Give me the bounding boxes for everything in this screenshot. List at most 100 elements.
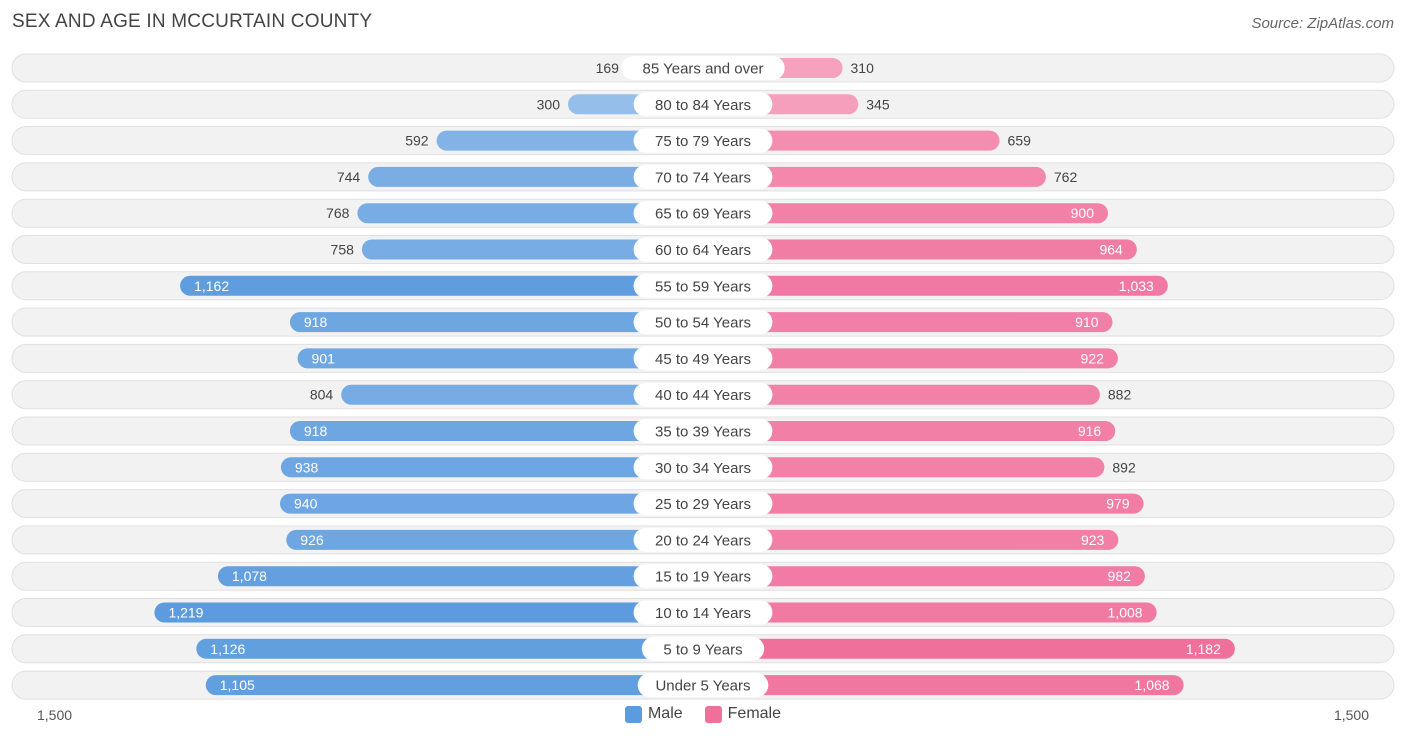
category-label-pill [621,56,785,80]
male-value-label: 592 [405,133,429,149]
category-label: 40 to 44 Years [655,387,751,404]
female-value-label: 1,068 [1135,677,1170,693]
male-bar [289,312,703,333]
category-label-pill [633,455,773,480]
axis-min-label: 1,500 [37,707,73,723]
category-label-pill [633,564,773,589]
female-value-label: 310 [851,60,875,76]
male-value-label: 901 [312,350,336,366]
male-value-label: 1,219 [168,605,203,621]
male-bar [297,348,703,369]
male-bar [357,203,703,224]
legend-label-male: Male [647,705,683,722]
category-label-pill [633,201,773,226]
category-label-pill [633,382,773,407]
category-label: 50 to 54 Years [655,315,751,332]
female-bar [703,602,1157,623]
male-bar [368,166,703,187]
female-value-label: 892 [1112,459,1136,475]
female-bar [703,384,1100,405]
female-bar [703,493,1144,514]
female-bar [703,348,1118,369]
female-bar [703,421,1116,441]
category-label-pill [633,310,773,335]
legend-item-female[interactable]: Female [704,705,782,723]
legend-item-male[interactable]: Male [624,705,683,723]
female-bar [703,638,1235,659]
category-label: 45 to 49 Years [655,351,751,368]
female-value-label: 964 [1099,242,1123,258]
female-bar [703,529,1119,550]
category-label-pill [633,273,773,298]
category-label: 10 to 14 Years [655,605,751,622]
female-value-label: 923 [1081,532,1105,548]
legend: Male Female [0,705,1406,723]
category-label-pill [637,673,769,698]
female-value-label: 882 [1108,387,1132,403]
category-label: 5 to 9 Years [663,641,742,658]
category-label: 60 to 64 Years [655,242,751,259]
category-label: 80 to 84 Years [655,97,751,114]
population-pyramid-chart: 169 310 85 Years and over 300 345 80 to 84 Ye… [11,53,1395,700]
female-value-label: 1,033 [1119,278,1154,294]
male-value-label: 758 [331,242,355,258]
male-value-label: 918 [304,423,328,439]
female-value-label: 982 [1108,568,1132,584]
category-label-pill [633,419,773,443]
female-bar [703,457,1105,478]
male-value-label: 300 [537,96,561,112]
male-bar [280,493,703,514]
male-value-label: 768 [326,205,350,221]
male-swatch-icon [624,705,642,723]
male-value-label: 926 [300,532,324,548]
female-value-label: 922 [1081,350,1105,366]
female-value-label: 916 [1078,423,1102,439]
male-value-label: 938 [295,459,319,475]
male-value-label: 1,078 [232,568,267,584]
male-bar [154,602,703,623]
category-label: 25 to 29 Years [655,496,751,513]
male-value-label: 169 [596,60,620,76]
female-bar [703,203,1108,224]
category-label: Under 5 Years [655,678,750,695]
legend-label-female: Female [727,705,782,722]
category-label-pill [633,600,773,625]
category-label-pill [641,636,765,661]
category-label-pill [633,527,773,552]
chart-title: SEX AND AGE IN MCCURTAIN COUNTY [12,11,373,32]
female-bar [703,275,1168,296]
female-bar [703,130,1000,151]
axis-max-label: 1,500 [1333,707,1369,723]
female-value-label: 979 [1106,496,1130,512]
category-label-pill [633,164,773,189]
female-swatch-icon [704,705,722,723]
female-bar [703,675,1184,696]
category-label: 35 to 39 Years [655,424,751,441]
category-label: 20 to 24 Years [655,532,751,549]
male-value-label: 1,162 [194,278,229,294]
male-value-label: 804 [310,387,334,403]
female-value-label: 900 [1071,205,1095,221]
female-value-label: 762 [1054,169,1078,185]
male-bar [341,384,703,405]
male-bar [180,275,704,296]
female-bar [703,239,1137,260]
category-label-pill [633,237,773,262]
source-label: Source: ZipAtlas.com [1251,15,1394,32]
category-label: 30 to 34 Years [655,460,751,477]
male-bar [205,675,703,696]
category-label: 75 to 79 Years [655,133,751,150]
category-label: 65 to 69 Years [655,206,751,223]
male-value-label: 744 [337,169,361,185]
female-value-label: 1,182 [1186,641,1221,657]
male-bar [280,457,703,478]
category-label-pill [633,346,773,371]
female-value-label: 1,008 [1108,605,1143,621]
male-value-label: 1,105 [220,677,255,693]
female-value-label: 910 [1075,314,1099,330]
category-label: 70 to 74 Years [655,169,751,186]
category-label-pill [633,92,773,117]
male-bar [196,638,704,659]
female-bar [703,166,1046,187]
male-value-label: 940 [294,496,318,512]
